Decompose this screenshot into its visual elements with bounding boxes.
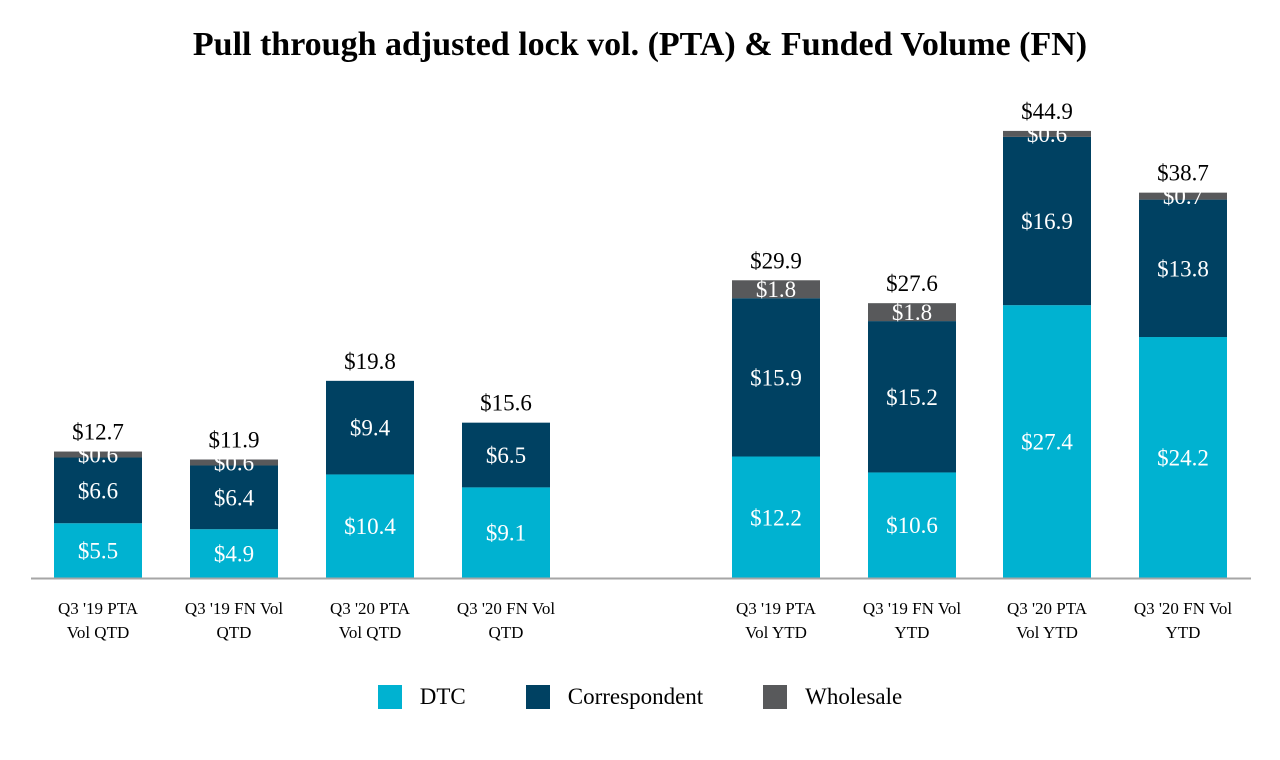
bar-wholesale-7: [1139, 192, 1227, 200]
x-tick-label-6-line1: Q3 '20 PTA: [1007, 599, 1088, 618]
legend-label-correspondent: Correspondent: [567, 684, 704, 709]
bar-wholesale-4: [732, 280, 820, 299]
data-label-correspondent-0: $6.6: [78, 478, 118, 503]
x-tick-label-5-line1: Q3 '19 FN Vol: [863, 599, 962, 618]
bar-correspondent-6: [1003, 136, 1091, 306]
x-tick-label-7-line1: Q3 '20 FN Vol: [1134, 599, 1233, 618]
data-label-correspondent-1: $6.4: [214, 485, 255, 510]
bar-dtc-5: [868, 472, 956, 578]
data-label-wholesale-6: $0.6: [1027, 122, 1067, 147]
data-label-dtc-7: $24.2: [1157, 446, 1209, 471]
total-label-5: $27.6: [886, 271, 938, 296]
legend-swatch-correspondent: [525, 685, 550, 709]
x-tick-label-1-line1: Q3 '19 FN Vol: [185, 599, 284, 618]
legend-item-wholesale: Wholesale: [763, 684, 902, 710]
bar-correspondent-7: [1139, 199, 1227, 338]
legend-swatch-dtc: [377, 685, 402, 709]
x-tick-label-6-line2: Vol YTD: [1016, 623, 1078, 642]
total-label-7: $38.7: [1157, 161, 1209, 186]
bar-wholesale-6: [1003, 130, 1091, 137]
total-label-0: $12.7: [72, 420, 124, 445]
bar-correspondent-4: [732, 298, 820, 457]
bar-correspondent-2: [326, 380, 414, 475]
x-tick-label-4-line2: Vol YTD: [745, 623, 807, 642]
legend-swatch-wholesale: [763, 685, 788, 709]
x-tick-label-0-line1: Q3 '19 PTA: [58, 599, 139, 618]
total-label-6: $44.9: [1021, 99, 1073, 124]
x-tick-label-3-line1: Q3 '20 FN Vol: [457, 599, 556, 618]
x-tick-label-2-line1: Q3 '20 PTA: [330, 599, 411, 618]
data-label-wholesale-4: $1.8: [756, 277, 796, 302]
x-tick-label-0-line2: Vol QTD: [67, 623, 130, 642]
bar-wholesale-0: [54, 451, 142, 458]
data-label-correspondent-7: $13.8: [1157, 256, 1209, 281]
x-tick-label-3-line2: QTD: [489, 623, 524, 642]
bar-dtc-4: [732, 456, 820, 578]
data-label-dtc-5: $10.6: [886, 513, 938, 538]
data-label-dtc-4: $12.2: [750, 505, 802, 530]
bar-dtc-2: [326, 474, 414, 578]
bar-correspondent-5: [868, 321, 956, 473]
data-label-correspondent-3: $6.5: [486, 443, 526, 468]
bar-correspondent-1: [190, 465, 278, 530]
x-tick-label-4-line1: Q3 '19 PTA: [736, 599, 817, 618]
data-label-wholesale-1: $0.6: [214, 450, 254, 475]
bar-dtc-1: [190, 529, 278, 578]
legend-label-dtc: DTC: [419, 684, 466, 709]
legend-item-dtc: DTC: [377, 684, 466, 710]
data-label-correspondent-5: $15.2: [886, 385, 938, 410]
data-label-correspondent-2: $9.4: [350, 416, 391, 441]
total-label-3: $15.6: [480, 391, 532, 416]
data-label-wholesale-5: $1.8: [892, 300, 932, 325]
legend: DTC Correspondent Wholesale: [0, 684, 1280, 710]
data-label-dtc-1: $4.9: [214, 542, 254, 567]
bar-dtc-6: [1003, 305, 1091, 578]
bar-wholesale-1: [190, 459, 278, 466]
data-label-dtc-6: $27.4: [1021, 430, 1073, 455]
data-label-correspondent-6: $16.9: [1021, 209, 1073, 234]
data-label-dtc-2: $10.4: [344, 514, 396, 539]
total-label-4: $29.9: [750, 248, 802, 273]
total-label-1: $11.9: [209, 428, 260, 453]
x-tick-label-7-line2: YTD: [1166, 623, 1201, 642]
data-label-wholesale-7: $0.7: [1163, 184, 1203, 209]
bar-dtc-3: [462, 487, 550, 578]
bar-wholesale-5: [868, 303, 956, 322]
x-tick-label-1-line2: QTD: [217, 623, 252, 642]
legend-item-correspondent: Correspondent: [525, 684, 704, 710]
x-tick-label-2-line2: Vol QTD: [339, 623, 402, 642]
bar-dtc-0: [54, 523, 142, 578]
bar-dtc-7: [1139, 337, 1227, 578]
total-label-2: $19.8: [344, 349, 396, 374]
x-tick-label-5-line2: YTD: [895, 623, 930, 642]
data-label-dtc-3: $9.1: [486, 521, 526, 546]
data-label-correspondent-4: $15.9: [750, 365, 802, 390]
bar-correspondent-3: [462, 422, 550, 488]
data-label-wholesale-0: $0.6: [78, 443, 118, 468]
data-label-dtc-0: $5.5: [78, 539, 118, 564]
chart-title: Pull through adjusted lock vol. (PTA) & …: [192, 26, 1088, 63]
bar-correspondent-0: [54, 457, 142, 524]
legend-label-wholesale: Wholesale: [805, 684, 903, 709]
